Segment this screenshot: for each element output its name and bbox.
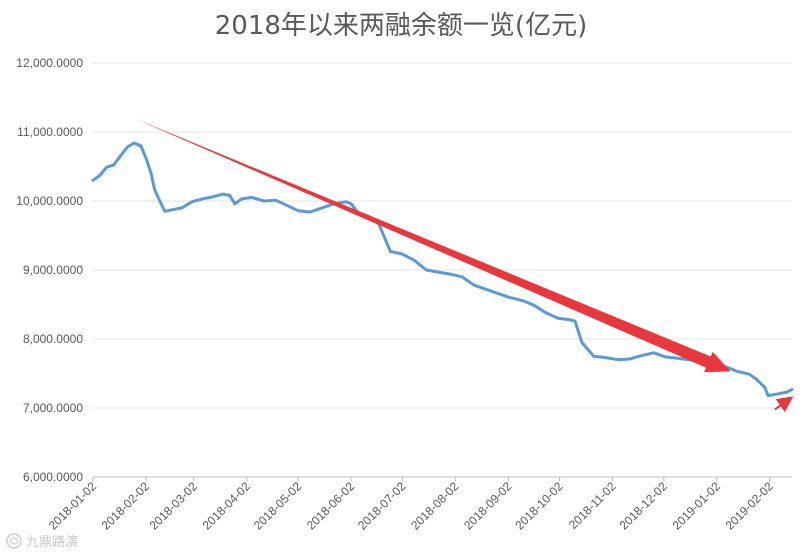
y-tick-label: 6,000.0000: [23, 470, 83, 484]
x-tick-label: 2018-08-02: [408, 479, 462, 533]
y-tick-label: 10,000.0000: [16, 194, 83, 208]
watermark: 九鼎路演: [6, 533, 78, 550]
rebound-arrow: [774, 396, 794, 413]
y-tick-label: 12,000.0000: [16, 56, 83, 70]
x-tick-label: 2018-10-02: [512, 479, 566, 533]
y-tick-label: 8,000.0000: [23, 332, 83, 346]
x-tick-label: 2018-05-02: [251, 479, 305, 533]
y-axis: 6,000.0000 7,000.0000 8,000.0000 9,000.0000…: [16, 56, 83, 484]
series-layer: [91, 141, 794, 398]
x-tick-label: 2018-09-02: [461, 479, 515, 533]
x-tick-label: 2019-02-02: [723, 479, 777, 533]
y-tick-label: 7,000.0000: [23, 401, 83, 415]
x-tick-label: 2018-02-02: [99, 479, 153, 533]
x-tick-label: 2018-01-02: [46, 479, 100, 533]
watermark-text: 九鼎路演: [26, 534, 78, 550]
x-tick-label: 2018-12-02: [617, 479, 671, 533]
x-tick-label: 2018-11-02: [566, 479, 619, 532]
x-tick-label: 2018-06-02: [304, 479, 358, 533]
y-tick-label: 9,000.0000: [23, 263, 83, 277]
y-tick-label: 11,000.0000: [17, 125, 83, 139]
annotation-layer: [134, 118, 794, 413]
logo-icon: [6, 533, 22, 549]
x-tick-label: 2019-01-02: [670, 479, 724, 533]
x-tick-label: 2018-03-02: [147, 479, 201, 533]
trend-arrow: [134, 118, 731, 373]
x-tick-label: 2018-07-02: [355, 479, 409, 533]
series-line: [91, 141, 794, 398]
grid-layer: [93, 62, 792, 478]
chart-title: 2018年以来两融余额一览(亿元): [215, 11, 587, 41]
x-tick-label: 2018-04-02: [200, 479, 254, 533]
